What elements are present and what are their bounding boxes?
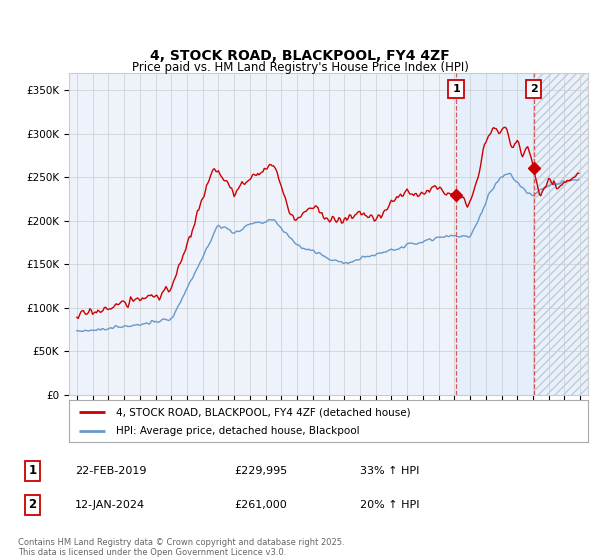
Text: 2: 2 — [28, 498, 37, 511]
Text: £229,995: £229,995 — [235, 466, 288, 475]
Text: 22-FEB-2019: 22-FEB-2019 — [75, 466, 146, 475]
Text: 1: 1 — [28, 464, 37, 477]
Text: 33% ↑ HPI: 33% ↑ HPI — [360, 466, 419, 475]
Text: 12-JAN-2024: 12-JAN-2024 — [75, 500, 145, 510]
Bar — [533, 73, 588, 395]
Text: Price paid vs. HM Land Registry's House Price Index (HPI): Price paid vs. HM Land Registry's House … — [131, 61, 469, 74]
Bar — [456, 73, 533, 395]
Text: 20% ↑ HPI: 20% ↑ HPI — [360, 500, 419, 510]
Text: Contains HM Land Registry data © Crown copyright and database right 2025.
This d: Contains HM Land Registry data © Crown c… — [18, 538, 344, 557]
Text: 4, STOCK ROAD, BLACKPOOL, FY4 4ZF: 4, STOCK ROAD, BLACKPOOL, FY4 4ZF — [150, 49, 450, 63]
Text: 2: 2 — [530, 84, 538, 94]
Text: HPI: Average price, detached house, Blackpool: HPI: Average price, detached house, Blac… — [116, 426, 359, 436]
Text: 1: 1 — [452, 84, 460, 94]
Text: 4, STOCK ROAD, BLACKPOOL, FY4 4ZF (detached house): 4, STOCK ROAD, BLACKPOOL, FY4 4ZF (detac… — [116, 407, 410, 417]
Text: £261,000: £261,000 — [235, 500, 287, 510]
Bar — [533, 73, 588, 395]
